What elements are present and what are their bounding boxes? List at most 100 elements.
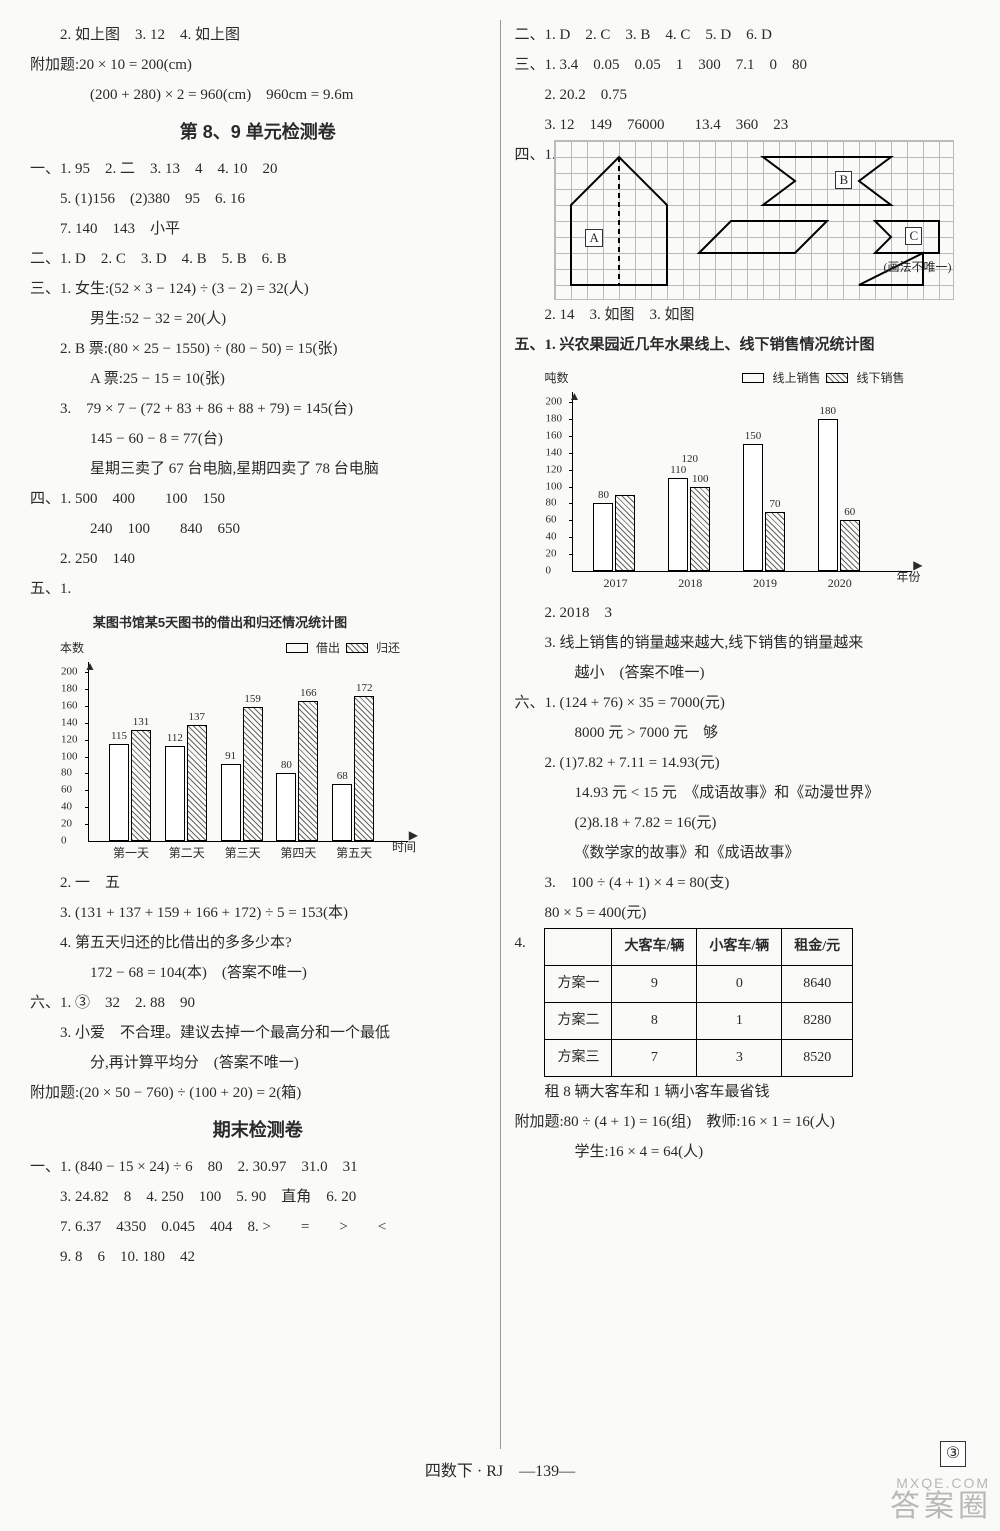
bar: 100 xyxy=(690,487,710,572)
library-chart: 某图书馆某5天图书的借出和归还情况统计图 本数 借出 归还 ▲ ▶ 时间 020… xyxy=(60,610,486,864)
legend-box-2 xyxy=(346,643,368,653)
text: 9. 8 6 10. 180 42 xyxy=(30,1242,486,1272)
y-tick-label: 120 xyxy=(545,464,562,475)
table-row-wrap: 4. 大客车/辆小客车/辆租金/元 方案一908640方案二818280方案三7… xyxy=(514,928,970,1077)
text: 三、1. 女生:(52 × 3 − 124) ÷ (3 − 2) = 32(人) xyxy=(30,274,486,304)
x-tick-label: 第四天 xyxy=(270,847,326,859)
bar-group: 80 xyxy=(593,495,637,571)
text: (200 + 280) × 2 = 960(cm) 960cm = 9.6m xyxy=(30,80,486,110)
x-tick-label: 第三天 xyxy=(215,847,271,859)
text: 7. 140 143 小平 xyxy=(30,214,486,244)
text: 4. 第五天归还的比借出的多多少本? xyxy=(30,928,486,958)
text: 六、1. ③ 32 2. 88 90 xyxy=(30,988,486,1018)
legend-label: 借出 xyxy=(316,636,340,660)
text: 172 − 68 = 104(本) (答案不唯一) xyxy=(30,958,486,988)
text: 四、1. xyxy=(514,140,554,170)
x-tick-label: 第五天 xyxy=(326,847,382,859)
section-title: 期末检测卷 xyxy=(30,1112,486,1148)
table-cell: 8640 xyxy=(782,966,853,1003)
bar-group: 80166 xyxy=(276,701,320,841)
bar-group: 112137 xyxy=(165,725,209,841)
y-tick-label: 140 xyxy=(61,717,78,728)
left-column: 2. 如上图 3. 12 4. 如上图 附加题:20 × 10 = 200(cm… xyxy=(30,20,496,1449)
text: 分,再计算平均分 (答案不唯一) xyxy=(30,1048,486,1078)
text: 二、1. D 2. C 3. B 4. C 5. D 6. D xyxy=(514,20,970,50)
bar xyxy=(615,495,635,571)
chart-legend: 本数 借出 归还 xyxy=(60,636,400,660)
y-axis-name: 本数 xyxy=(60,636,84,660)
table-header xyxy=(545,929,612,966)
text: 星期三卖了 67 台电脑,星期四卖了 78 台电脑 xyxy=(30,454,486,484)
bar: 70 xyxy=(765,512,785,571)
y-tick-label: 20 xyxy=(545,549,556,560)
chart-plot: ▲ ▶ 时间 020406080100120140160180200115131… xyxy=(88,662,408,842)
legend-box-2 xyxy=(826,373,848,383)
text: 80 × 5 = 400(元) xyxy=(514,898,970,928)
bar: 150 xyxy=(743,444,763,571)
y-tick-label: 40 xyxy=(61,802,72,813)
text: 租 8 辆大客车和 1 辆小客车最省钱 xyxy=(514,1077,970,1107)
text: (2)8.18 + 7.82 = 16(元) xyxy=(514,808,970,838)
arrow-up-icon: ▲ xyxy=(84,654,96,678)
arrow-up-icon: ▲ xyxy=(568,384,580,408)
chart-legend: 吨数 线上销售 线下销售 xyxy=(544,366,904,390)
y-tick-label: 200 xyxy=(61,667,78,678)
text: 三、1. 3.4 0.05 0.05 1 300 7.1 0 80 xyxy=(514,50,970,80)
legend-label: 线下销售 xyxy=(856,366,904,390)
text: 2. 250 140 xyxy=(30,544,486,574)
text: 附加题:20 × 10 = 200(cm) xyxy=(30,50,486,80)
y-tick-label: 180 xyxy=(545,413,562,424)
table-row: 方案二818280 xyxy=(545,1003,853,1040)
legend-box-1 xyxy=(286,643,308,653)
shape-label-c: C xyxy=(905,227,922,245)
text: 学生:16 × 4 = 64(人) xyxy=(514,1137,970,1167)
bar-group: 15070 xyxy=(743,444,787,571)
y-axis-name: 吨数 xyxy=(544,366,568,390)
text: 附加题:(20 × 50 − 760) ÷ (100 + 20) = 2(箱) xyxy=(30,1078,486,1108)
text: 五、1. xyxy=(30,574,486,604)
text: 2. 如上图 3. 12 4. 如上图 xyxy=(30,20,486,50)
text: 7. 6.37 4350 0.045 404 8. > = > < xyxy=(30,1212,486,1242)
shape-label-b: B xyxy=(835,171,852,189)
grid-row: 四、1. xyxy=(514,140,970,300)
table-cell: 方案一 xyxy=(545,966,612,1003)
text: 3. (131 + 137 + 159 + 166 + 172) ÷ 5 = 1… xyxy=(30,898,486,928)
bar: 110 xyxy=(668,478,688,571)
table-header: 小客车/辆 xyxy=(697,929,782,966)
text: 2. B 票:(80 × 25 − 1550) ÷ (80 − 50) = 15… xyxy=(30,334,486,364)
text: 一、1. 95 2. 二 3. 13 4 4. 10 20 xyxy=(30,154,486,184)
y-tick-label: 140 xyxy=(545,447,562,458)
table-cell: 方案二 xyxy=(545,1003,612,1040)
table-cell: 1 xyxy=(697,1003,782,1040)
bar: 131 xyxy=(131,730,151,841)
table-cell: 8280 xyxy=(782,1003,853,1040)
text: 二、1. D 2. C 3. D 4. B 5. B 6. B xyxy=(30,244,486,274)
bar: 115 xyxy=(109,744,129,841)
text: 3. 24.82 8 4. 250 100 5. 90 直角 6. 20 xyxy=(30,1182,486,1212)
shape-label-a: A xyxy=(585,229,602,247)
y-tick-label: 20 xyxy=(61,819,72,830)
bar: 60 xyxy=(840,520,860,571)
section-title: 第 8、9 单元检测卷 xyxy=(30,114,486,150)
legend-label: 线上销售 xyxy=(772,366,820,390)
text: 2. 20.2 0.75 xyxy=(514,80,970,110)
text: 2. 14 3. 如图 3. 如图 xyxy=(514,300,970,330)
y-tick-label: 100 xyxy=(61,751,78,762)
bar: 91 xyxy=(221,764,241,841)
table-header: 大客车/辆 xyxy=(612,929,697,966)
text: 一、1. (840 − 15 × 24) ÷ 6 80 2. 30.97 31.… xyxy=(30,1152,486,1182)
chart-heading: 五、1. 兴农果园近几年水果线上、线下销售情况统计图 xyxy=(514,330,970,360)
right-column: 二、1. D 2. C 3. B 4. C 5. D 6. D 三、1. 3.4… xyxy=(504,20,970,1449)
legend-label: 归还 xyxy=(376,636,400,660)
table-cell: 3 xyxy=(697,1040,782,1077)
bar: 172 xyxy=(354,696,374,841)
x-axis-name: 时间 xyxy=(392,835,416,859)
column-divider xyxy=(500,20,501,1449)
text: 4. xyxy=(514,928,544,958)
page-footer: 四数下 · RJ —139— xyxy=(30,1449,970,1481)
text: 3. 线上销售的销量越来越大,线下销售的销量越来 xyxy=(514,628,970,658)
y-tick-label: 80 xyxy=(545,498,556,509)
y-tick-label: 200 xyxy=(545,397,562,408)
watermark-text: 答案圈 xyxy=(890,1481,992,1525)
x-tick-label: 2018 xyxy=(662,577,718,589)
